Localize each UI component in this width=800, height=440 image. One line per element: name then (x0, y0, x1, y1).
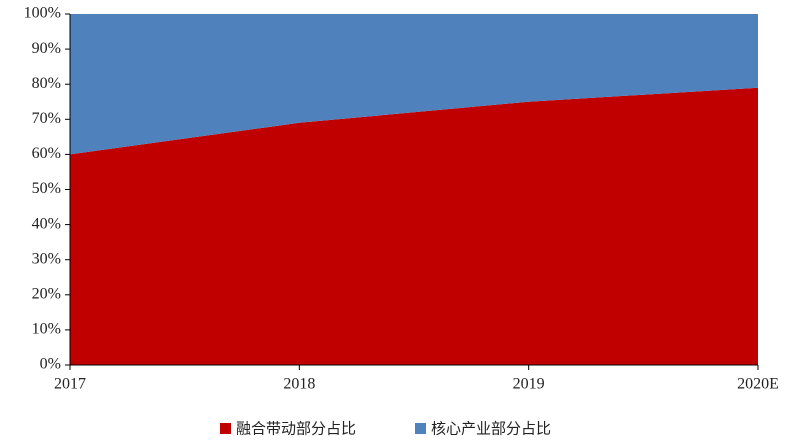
legend-swatch (220, 423, 231, 434)
x-tick-label: 2020E (737, 376, 779, 393)
y-tick-label: 80% (32, 75, 61, 92)
y-tick-label: 50% (32, 180, 61, 197)
y-tick-label: 60% (32, 145, 61, 162)
legend-label: 融合带动部分占比 (236, 420, 356, 438)
legend-swatch (415, 423, 426, 434)
y-tick-label: 10% (32, 321, 61, 338)
x-tick-label: 2018 (283, 376, 315, 393)
y-tick-label: 40% (32, 215, 61, 232)
x-tick-label: 2017 (54, 376, 86, 393)
y-tick-label: 30% (32, 250, 61, 267)
y-tick-label: 90% (32, 40, 61, 57)
legend-label: 核心产业部分占比 (431, 420, 551, 438)
y-tick-label: 20% (32, 285, 61, 302)
area (70, 87, 758, 366)
x-tick-label: 2019 (513, 376, 545, 393)
y-tick-label: 70% (32, 110, 61, 127)
y-tick-label: 0% (40, 356, 61, 373)
y-tick-label: 100% (24, 5, 61, 22)
area (70, 14, 758, 155)
